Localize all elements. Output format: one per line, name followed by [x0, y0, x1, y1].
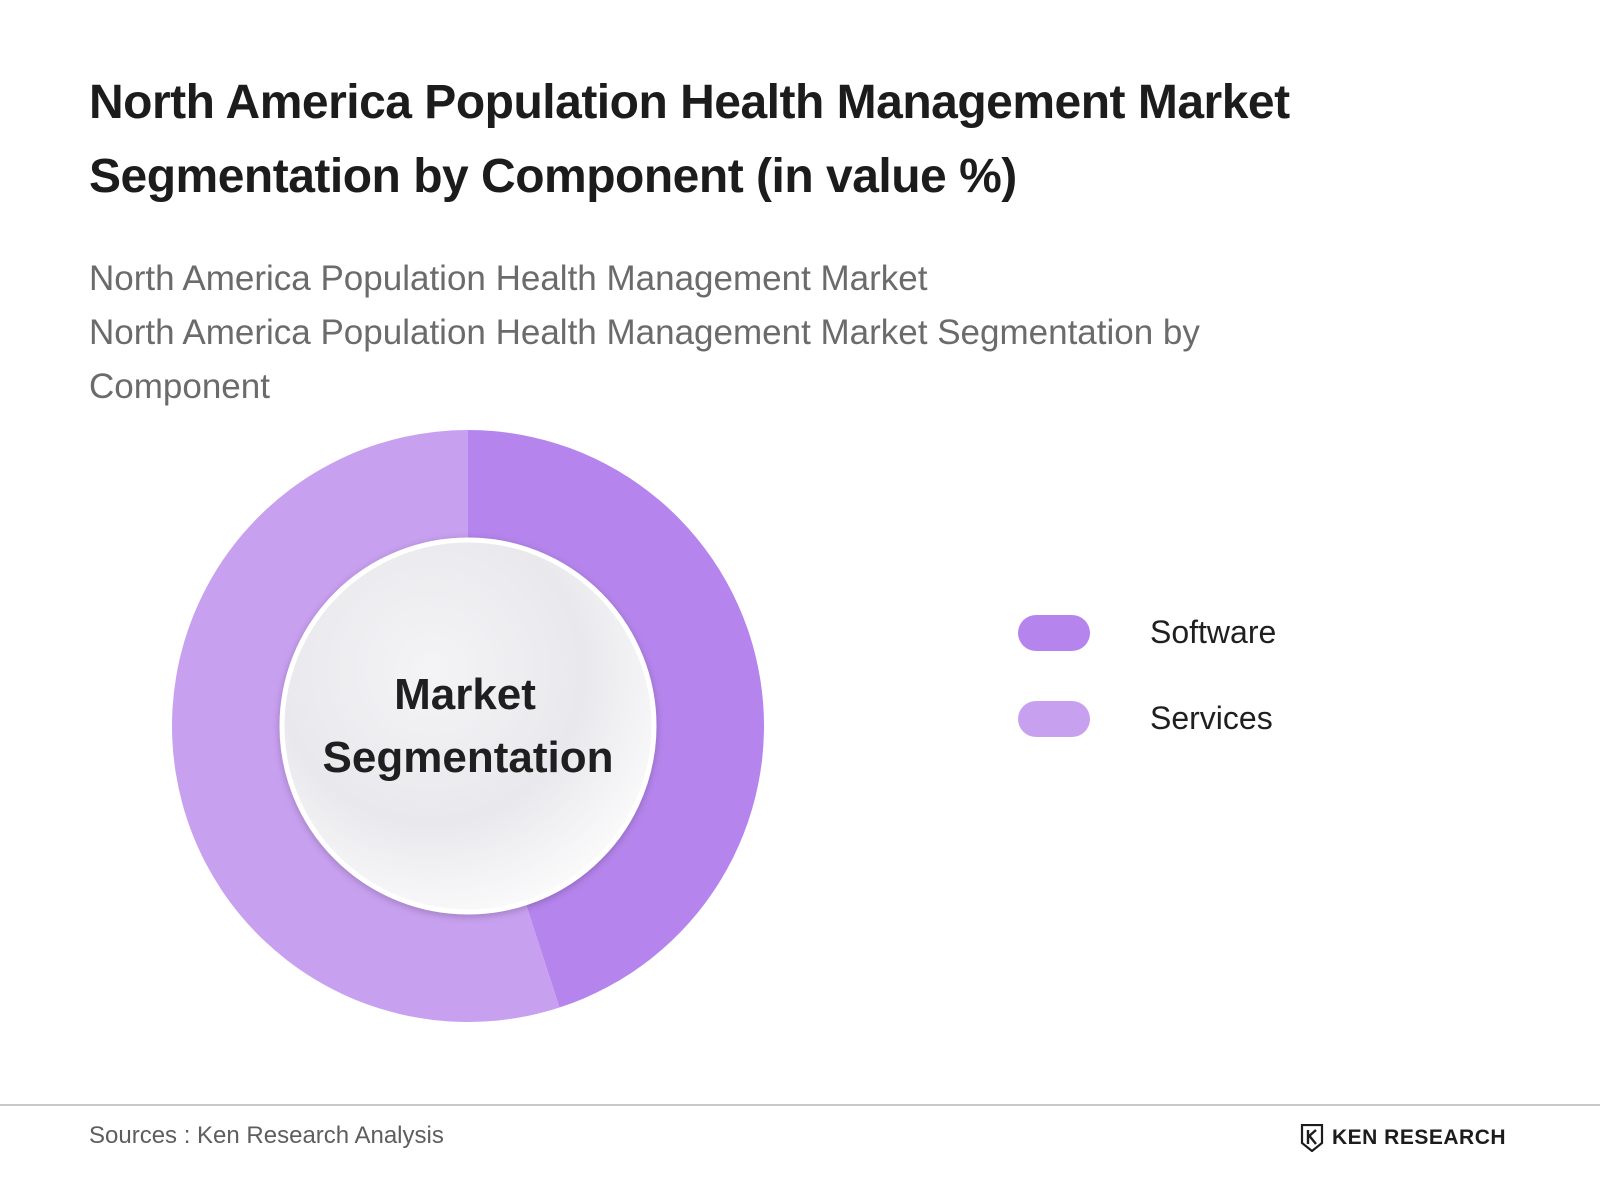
chart-subtitle-line-3: Component	[89, 367, 270, 406]
chart-subtitle: North America Population Health Manageme…	[89, 252, 1489, 414]
chart-subtitle-line-2: North America Population Health Manageme…	[89, 313, 1200, 352]
donut-center-label-line-1: Market	[394, 670, 536, 719]
legend-label-services: Services	[1150, 700, 1273, 736]
chart-title: North America Population Health Manageme…	[89, 66, 1529, 214]
chart-legend: Software Services	[1018, 612, 1438, 784]
chart-subtitle-line-1: North America Population Health Manageme…	[89, 259, 928, 298]
legend-swatch-services	[1018, 701, 1090, 737]
donut-slices	[172, 430, 765, 1022]
legend-label-software: Software	[1150, 614, 1277, 650]
donut-center-circle	[279, 537, 657, 915]
legend-swatch-software	[1018, 615, 1090, 651]
brand-name: KEN RESEARCH	[1332, 1126, 1507, 1149]
chart-title-line-1: North America Population Health Manageme…	[89, 76, 1290, 129]
ken-research-logo-icon	[1300, 1124, 1324, 1152]
chart-title-line-2: Segmentation by Component (in value %)	[89, 150, 1017, 203]
footer-divider	[0, 1104, 1600, 1106]
brand-logo: KEN RESEARCH	[1300, 1122, 1506, 1154]
donut-center: Market Segmentation	[279, 537, 657, 915]
donut-slice-services	[172, 430, 560, 1022]
legend-item-services: Services	[1018, 698, 1438, 738]
legend-item-software: Software	[1018, 612, 1438, 652]
source-note: Sources : Ken Research Analysis	[89, 1122, 444, 1149]
donut-slice-software	[468, 430, 765, 1008]
donut-center-label-line-2: Segmentation	[323, 733, 614, 782]
